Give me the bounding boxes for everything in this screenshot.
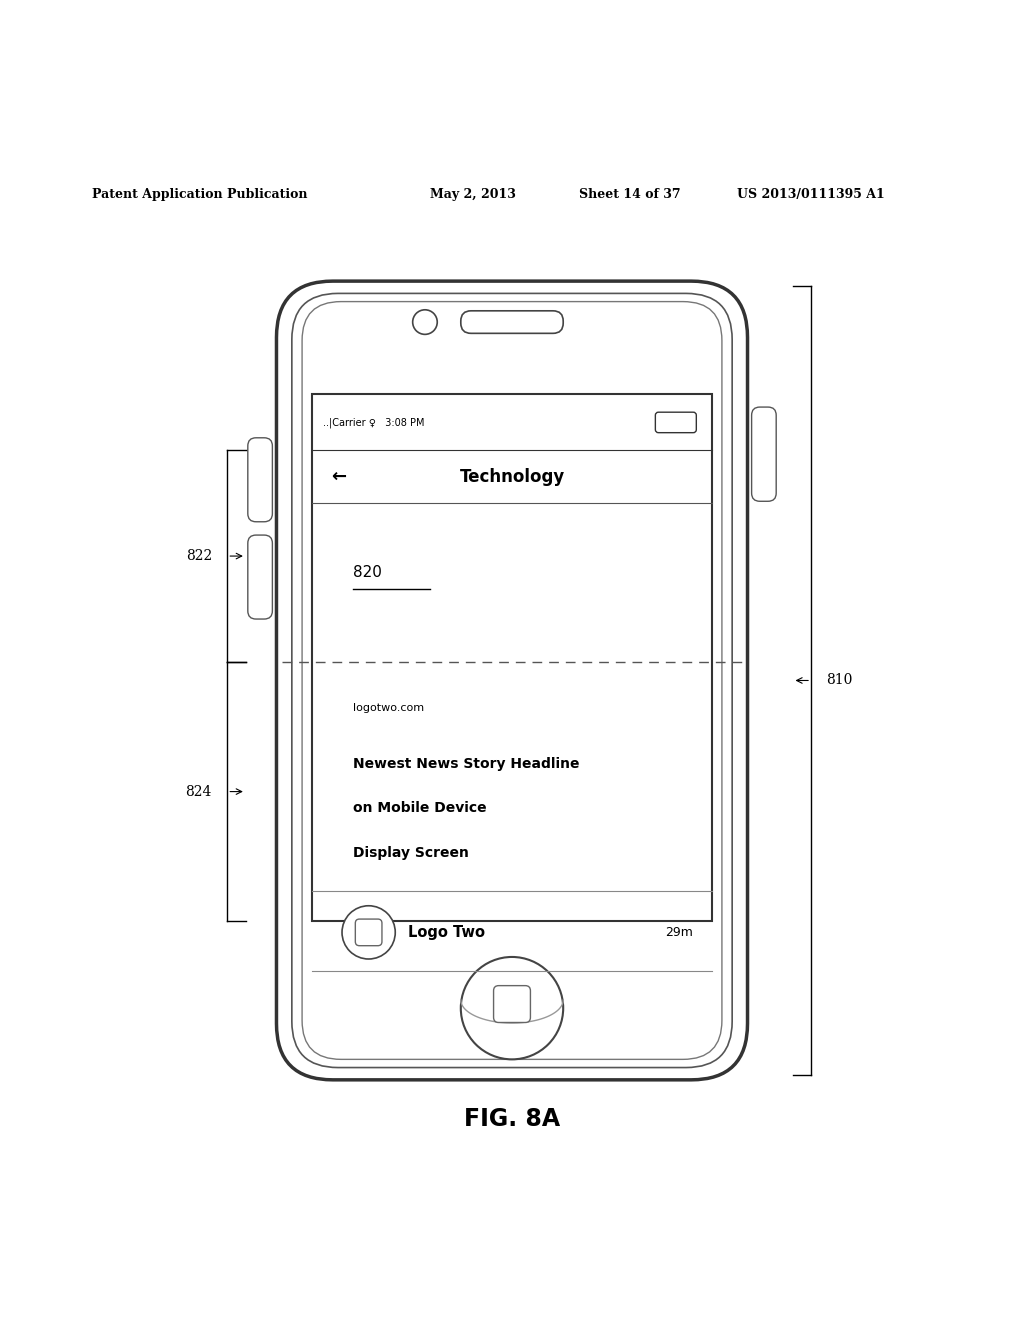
Circle shape — [342, 906, 395, 960]
Text: on Mobile Device: on Mobile Device — [353, 801, 486, 816]
Text: Display Screen: Display Screen — [353, 846, 469, 859]
FancyBboxPatch shape — [276, 281, 748, 1080]
Text: 822: 822 — [185, 549, 212, 564]
Text: May 2, 2013: May 2, 2013 — [430, 187, 516, 201]
Text: 824: 824 — [185, 784, 212, 799]
Text: 810: 810 — [826, 673, 853, 688]
Bar — [312, 393, 712, 921]
Text: logotwo.com: logotwo.com — [353, 704, 424, 713]
FancyBboxPatch shape — [752, 407, 776, 502]
Text: Logo Two: Logo Two — [408, 925, 484, 940]
FancyBboxPatch shape — [302, 301, 722, 1060]
FancyBboxPatch shape — [655, 412, 696, 433]
FancyBboxPatch shape — [461, 310, 563, 334]
Text: 29m: 29m — [666, 925, 693, 939]
Text: Newest News Story Headline: Newest News Story Headline — [353, 758, 580, 771]
FancyBboxPatch shape — [292, 293, 732, 1068]
FancyBboxPatch shape — [494, 986, 530, 1023]
FancyBboxPatch shape — [248, 438, 272, 521]
Text: Patent Application Publication: Patent Application Publication — [92, 187, 307, 201]
Text: Technology: Technology — [460, 467, 564, 486]
Text: ..|Carrier ♀   3:08 PM: ..|Carrier ♀ 3:08 PM — [323, 417, 424, 428]
Circle shape — [413, 310, 437, 334]
FancyBboxPatch shape — [248, 535, 272, 619]
Text: Sheet 14 of 37: Sheet 14 of 37 — [579, 187, 680, 201]
Text: ←: ← — [331, 467, 346, 486]
Text: FIG. 8A: FIG. 8A — [464, 1106, 560, 1131]
Circle shape — [461, 957, 563, 1060]
Text: US 2013/0111395 A1: US 2013/0111395 A1 — [737, 187, 885, 201]
Text: 820: 820 — [353, 565, 382, 579]
FancyBboxPatch shape — [355, 919, 382, 945]
